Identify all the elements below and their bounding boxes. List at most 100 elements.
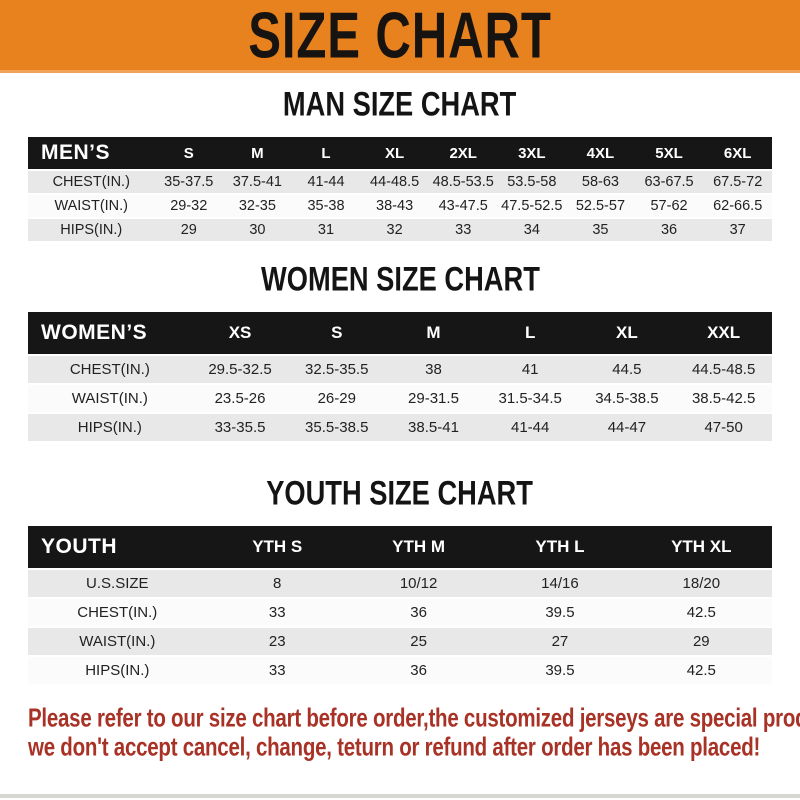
row-label: HIPS(IN.)	[28, 656, 207, 686]
men-heading-text: MAN SIZE CHART	[283, 83, 517, 124]
size-value-cell: 39.5	[489, 656, 631, 686]
size-column-header: YTH M	[347, 526, 490, 570]
size-value-cell: 33	[428, 218, 498, 243]
men-table-body: CHEST(IN.) 35-37.5 37.5-41 41-44 44-48.5 48.5…	[28, 170, 772, 243]
size-column-header: 6XL	[703, 137, 772, 171]
size-value-cell: 35.5-38.5	[288, 413, 386, 443]
size-column-header: YTH XL	[630, 526, 772, 570]
women-size-table: WOMEN’S XS S M L XL XXL CHEST(IN.) 29.5-32.5 32.5…	[28, 312, 772, 443]
size-value-cell: 30	[223, 218, 292, 243]
men-corner-label: MEN’S	[28, 137, 155, 171]
size-column-header: XL	[360, 137, 429, 171]
size-column-header: 5XL	[634, 137, 704, 171]
size-value-cell: 39.5	[489, 598, 631, 628]
size-column-header: 3XL	[497, 137, 567, 171]
size-column-header: 2XL	[428, 137, 498, 171]
size-value-cell: 26-29	[288, 384, 386, 414]
table-row: U.S.SIZE 8 10/12 14/16 18/20	[28, 569, 772, 599]
size-value-cell: 42.5	[630, 656, 772, 686]
size-chart-banner: SIZE CHART	[0, 0, 800, 73]
size-value-cell: 58-63	[566, 170, 635, 195]
row-label: HIPS(IN.)	[28, 218, 155, 243]
size-column-header: XL	[578, 312, 676, 356]
size-value-cell: 52.5-57	[566, 194, 635, 219]
youth-table-header: YOUTH YTH S YTH M YTH L YTH XL	[28, 526, 772, 570]
table-row: WAIST(IN.) 23 25 27 29	[28, 627, 772, 657]
size-value-cell: 35-38	[291, 194, 361, 219]
size-value-cell: 36	[634, 218, 704, 243]
men-section: MAN SIZE CHART MEN’S S M L XL 2XL 3XL 4XL 5XL 6XL C…	[0, 83, 800, 243]
size-value-cell: 34.5-38.5	[578, 384, 676, 414]
size-value-cell: 62-66.5	[703, 194, 772, 219]
size-value-cell: 32-35	[223, 194, 292, 219]
size-value-cell: 32.5-35.5	[288, 355, 386, 385]
table-row: CHEST(IN.) 35-37.5 37.5-41 41-44 44-48.5 48.5…	[28, 170, 772, 195]
size-value-cell: 44-47	[578, 413, 676, 443]
disclaimer-line-2: we don't accept cancel, change, teturn o…	[28, 732, 761, 762]
youth-corner-label: YOUTH	[28, 526, 207, 570]
row-label: WAIST(IN.)	[28, 384, 192, 414]
header-row: YOUTH YTH S YTH M YTH L YTH XL	[28, 526, 772, 570]
youth-heading-text: YOUTH SIZE CHART	[266, 472, 534, 513]
header-row: WOMEN’S XS S M L XL XXL	[28, 312, 772, 356]
size-value-cell: 33-35.5	[191, 413, 289, 443]
size-value-cell: 32	[360, 218, 429, 243]
men-heading: MAN SIZE CHART	[0, 83, 800, 124]
size-value-cell: 41-44	[481, 413, 579, 443]
size-value-cell: 31	[291, 218, 361, 243]
size-value-cell: 23	[206, 627, 348, 657]
size-tables: MAN SIZE CHART MEN’S S M L XL 2XL 3XL 4XL 5XL 6XL C…	[0, 83, 800, 686]
size-value-cell: 23.5-26	[191, 384, 289, 414]
size-value-cell: 8	[206, 569, 348, 599]
row-label: CHEST(IN.)	[28, 170, 155, 195]
size-value-cell: 29	[154, 218, 224, 243]
size-value-cell: 38	[385, 355, 482, 385]
size-value-cell: 37.5-41	[223, 170, 292, 195]
size-value-cell: 35	[566, 218, 635, 243]
youth-heading: YOUTH SIZE CHART	[0, 472, 800, 513]
table-row: CHEST(IN.) 29.5-32.5 32.5-35.5 38 41 44.5 44.5…	[28, 355, 772, 385]
men-table-header: MEN’S S M L XL 2XL 3XL 4XL 5XL 6XL	[28, 137, 772, 171]
size-column-header: L	[481, 312, 579, 356]
youth-table-body: U.S.SIZE 8 10/12 14/16 18/20 CHEST(IN.) 33 36 39…	[28, 569, 772, 686]
size-value-cell: 41-44	[291, 170, 361, 195]
size-value-cell: 38-43	[360, 194, 429, 219]
size-value-cell: 29.5-32.5	[191, 355, 289, 385]
size-column-header: YTH L	[489, 526, 631, 570]
size-value-cell: 10/12	[347, 569, 490, 599]
men-size-table: MEN’S S M L XL 2XL 3XL 4XL 5XL 6XL CHEST(IN.) 35-37…	[28, 137, 772, 243]
banner-title: SIZE CHART	[248, 0, 552, 72]
women-table-body: CHEST(IN.) 29.5-32.5 32.5-35.5 38 41 44.5 44.5…	[28, 355, 772, 443]
size-value-cell: 42.5	[630, 598, 772, 628]
size-column-header: S	[154, 137, 224, 171]
table-row: HIPS(IN.) 29 30 31 32 33 34 35 36 37	[28, 218, 772, 243]
size-column-header: XS	[191, 312, 289, 356]
size-value-cell: 44-48.5	[360, 170, 429, 195]
size-value-cell: 48.5-53.5	[428, 170, 498, 195]
size-value-cell: 57-62	[634, 194, 704, 219]
row-label: WAIST(IN.)	[28, 627, 207, 657]
table-row: WAIST(IN.) 29-32 32-35 35-38 38-43 43-47.5 47.…	[28, 194, 772, 219]
size-column-header: M	[223, 137, 292, 171]
women-section: WOMEN SIZE CHART WOMEN’S XS S M L XL XXL CHEST(I…	[0, 259, 800, 443]
size-value-cell: 44.5-48.5	[675, 355, 772, 385]
row-label: WAIST(IN.)	[28, 194, 155, 219]
size-value-cell: 47.5-52.5	[497, 194, 567, 219]
women-table-header: WOMEN’S XS S M L XL XXL	[28, 312, 772, 356]
women-corner-label: WOMEN’S	[28, 312, 192, 356]
size-value-cell: 67.5-72	[703, 170, 772, 195]
size-value-cell: 27	[489, 627, 631, 657]
size-value-cell: 29-31.5	[385, 384, 482, 414]
table-row: WAIST(IN.) 23.5-26 26-29 29-31.5 31.5-34.5 34…	[28, 384, 772, 414]
size-value-cell: 38.5-41	[385, 413, 482, 443]
size-value-cell: 36	[347, 656, 490, 686]
size-value-cell: 44.5	[578, 355, 676, 385]
disclaimer-note: Please refer to our size chart before or…	[28, 703, 800, 762]
size-column-header: YTH S	[206, 526, 348, 570]
row-label: CHEST(IN.)	[28, 598, 207, 628]
table-row: CHEST(IN.) 33 36 39.5 42.5	[28, 598, 772, 628]
size-column-header: L	[291, 137, 361, 171]
size-value-cell: 18/20	[630, 569, 772, 599]
size-value-cell: 36	[347, 598, 490, 628]
size-value-cell: 35-37.5	[154, 170, 224, 195]
